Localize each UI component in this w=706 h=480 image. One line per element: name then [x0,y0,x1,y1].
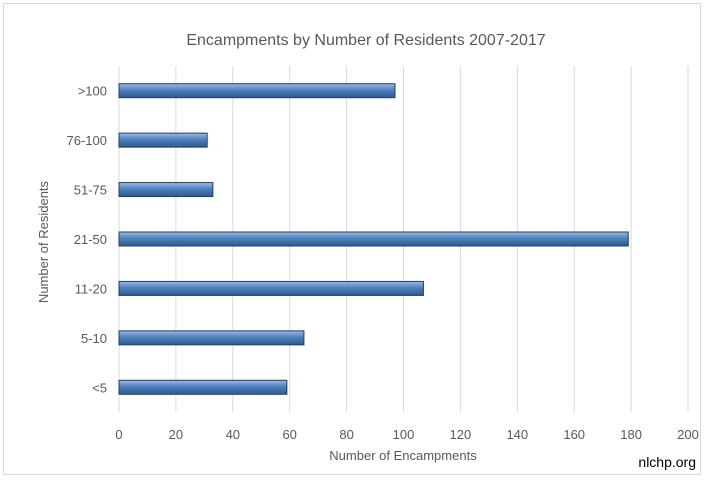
x-tick-label: 20 [169,427,183,442]
x-tick-label: 200 [677,427,699,442]
y-axis-label: Number of Residents [36,180,51,303]
x-tick-label: 60 [282,427,296,442]
bar [118,330,305,346]
x-tick-label: 80 [339,427,353,442]
x-tick-label: 180 [620,427,642,442]
chart-frame: Encampments by Number of Residents 2007-… [3,3,701,475]
bar-chart: Encampments by Number of Residents 2007-… [36,32,699,463]
x-tick-label: 0 [115,427,122,442]
x-tick-label: 160 [563,427,585,442]
y-tick-label: 51-75 [74,183,107,198]
x-axis-label: Number of Encampments [329,448,477,463]
y-tick-label: >100 [78,84,107,99]
bar [118,132,208,148]
chart-title: Encampments by Number of Residents 2007-… [186,32,545,49]
y-tick-label: 11-20 [75,281,107,296]
x-tick-label: 100 [393,427,415,442]
y-tick-label: 5-10 [81,331,107,346]
bar [118,379,288,395]
x-tick-label: 120 [450,427,472,442]
bar [118,182,214,198]
source-watermark: nlchp.org [638,454,696,470]
x-tick-label: 40 [226,427,240,442]
bar [118,280,424,296]
y-tick-label: 21-50 [74,232,107,247]
x-tick-label: 140 [506,427,528,442]
y-tick-label: <5 [92,380,107,395]
y-tick-label: 76-100 [67,133,107,148]
bar [118,231,629,247]
bar [118,83,396,99]
